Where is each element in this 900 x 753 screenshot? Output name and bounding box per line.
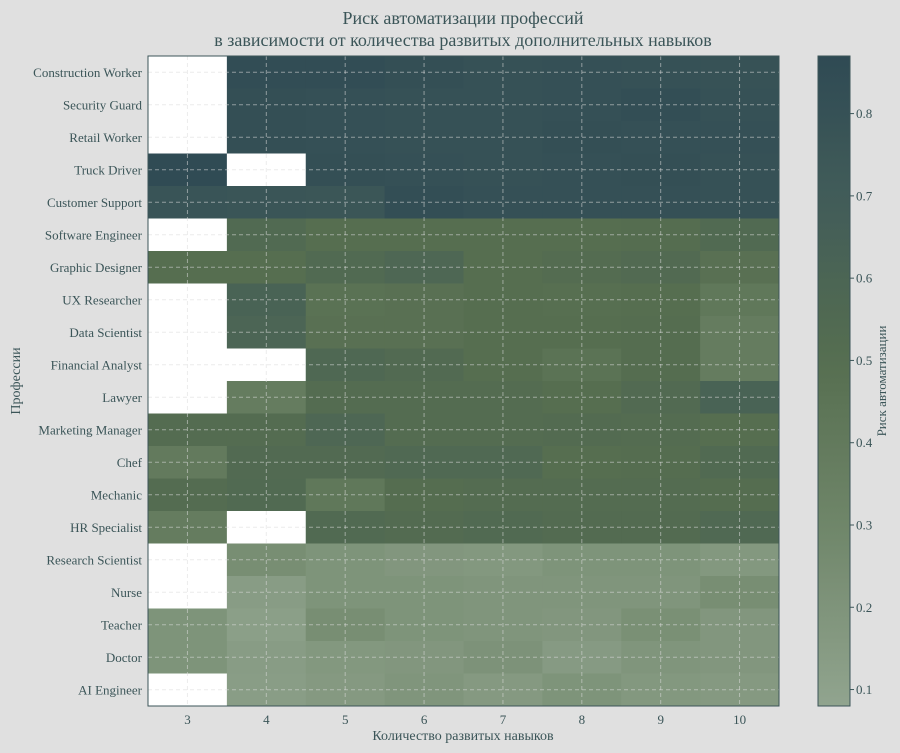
x-tick-label: 9	[657, 712, 664, 727]
x-tick-label: 10	[733, 712, 746, 727]
x-tick-label: 3	[184, 712, 191, 727]
x-tick-label: 6	[421, 712, 428, 727]
plot-frame	[147, 55, 780, 707]
x-axis-label: Количество развитых навыков	[372, 729, 554, 744]
y-tick-label: Financial Analyst	[51, 357, 143, 372]
y-tick-label: Data Scientist	[69, 325, 142, 340]
y-tick-label: Graphic Designer	[50, 260, 143, 275]
x-tick-label: 4	[263, 712, 270, 727]
y-tick-label: Customer Support	[47, 195, 142, 210]
y-tick-label: Software Engineer	[45, 227, 143, 242]
y-tick-label: Construction Worker	[33, 65, 143, 80]
colorbar-tick-label: 0.4	[856, 435, 873, 450]
heatmap-cells	[148, 56, 780, 707]
y-tick-label: Research Scientist	[46, 552, 142, 567]
y-tick-label: Nurse	[111, 585, 142, 600]
colorbar-tick-label: 0.7	[856, 188, 873, 203]
chart-subtitle: в зависимости от количества развитых доп…	[214, 30, 711, 50]
x-tick-label: 8	[579, 712, 586, 727]
colorbar-tick-label: 0.2	[856, 600, 872, 615]
x-tick-labels: 3 4 5 6 7 8 9 10	[184, 712, 746, 727]
y-tick-label: Doctor	[106, 650, 143, 665]
x-tick-label: 5	[342, 712, 349, 727]
y-axis-label: Профессии	[9, 347, 24, 415]
colorbar-label: Риск автоматизации	[874, 326, 889, 437]
y-tick-label: Lawyer	[102, 390, 142, 405]
y-tick-label: AI Engineer	[78, 682, 143, 697]
colorbar	[817, 55, 851, 707]
y-tick-label: HR Specialist	[70, 520, 142, 535]
x-tick-label: 7	[500, 712, 507, 727]
colorbar-tick-label: 0.1	[856, 682, 872, 697]
y-tick-label: Mechanic	[91, 487, 142, 502]
y-tick-label: Security Guard	[63, 97, 143, 112]
y-tick-label: Marketing Manager	[38, 422, 142, 437]
colorbar-tick-label: 0.3	[856, 517, 872, 532]
y-tick-label: Teacher	[101, 617, 143, 632]
y-tick-label: Retail Worker	[69, 130, 142, 145]
chart-title: Риск автоматизации профессий	[343, 8, 584, 28]
colorbar-tick-label: 0.6	[856, 271, 873, 286]
y-tick-label: Chef	[117, 455, 143, 470]
grid-lines	[148, 56, 779, 706]
colorbar-tick-label: 0.8	[856, 106, 872, 121]
y-tick-label: Truck Driver	[74, 162, 142, 177]
colorbar-ticks: 0.1 0.2 0.3 0.4 0.5 0.6 0.7 0.8	[850, 106, 873, 697]
y-tick-label: UX Researcher	[62, 292, 142, 307]
colorbar-tick-label: 0.5	[856, 353, 872, 368]
y-tick-labels: Construction Worker Security Guard Retail …	[33, 65, 143, 698]
